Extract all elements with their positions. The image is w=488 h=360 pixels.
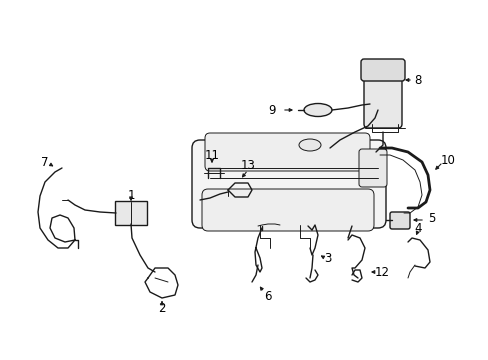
Text: 8: 8 [413,73,421,86]
Text: 6: 6 [264,289,271,302]
FancyBboxPatch shape [192,140,385,228]
FancyBboxPatch shape [358,149,386,187]
Text: 1: 1 [127,189,135,202]
Ellipse shape [304,104,331,117]
Text: 10: 10 [440,153,454,166]
FancyBboxPatch shape [204,133,369,171]
Text: 9: 9 [268,104,275,117]
Text: 4: 4 [413,221,421,234]
FancyBboxPatch shape [202,189,373,231]
Text: 7: 7 [41,156,49,168]
Text: 3: 3 [324,252,331,265]
Ellipse shape [298,139,320,151]
FancyBboxPatch shape [115,201,147,225]
Text: 5: 5 [427,212,435,225]
FancyBboxPatch shape [363,68,401,128]
Text: 2: 2 [158,302,165,315]
Text: 13: 13 [240,158,255,171]
Text: 12: 12 [374,266,389,279]
FancyBboxPatch shape [360,59,404,81]
Text: 11: 11 [204,149,219,162]
FancyBboxPatch shape [389,212,409,229]
